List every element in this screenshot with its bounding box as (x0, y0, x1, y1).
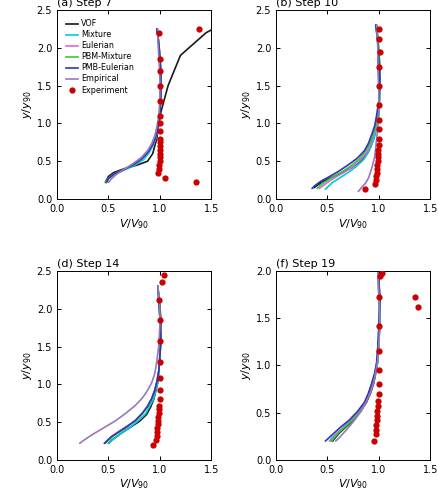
Y-axis label: $y/y_{90}$: $y/y_{90}$ (238, 90, 252, 119)
X-axis label: $V/V_{90}$: $V/V_{90}$ (119, 478, 149, 492)
Legend: VOF, Mixture, Eulerian, PBM-Mixture, PMB-Eulerian, Empirical, Experiment: VOF, Mixture, Eulerian, PBM-Mixture, PMB… (64, 18, 135, 96)
X-axis label: $V/V_{90}$: $V/V_{90}$ (337, 216, 367, 230)
Y-axis label: $y/y_{90}$: $y/y_{90}$ (238, 351, 252, 380)
Y-axis label: $y/y_{90}$: $y/y_{90}$ (20, 351, 34, 380)
Text: (d) Step 14: (d) Step 14 (57, 259, 119, 269)
Y-axis label: $y/y_{90}$: $y/y_{90}$ (20, 90, 34, 119)
Text: (b) Step 10: (b) Step 10 (276, 0, 337, 8)
Text: (f) Step 19: (f) Step 19 (276, 259, 335, 269)
Text: (a) Step 7: (a) Step 7 (57, 0, 112, 8)
X-axis label: $V/V_{90}$: $V/V_{90}$ (119, 216, 149, 230)
X-axis label: $V/V_{90}$: $V/V_{90}$ (337, 478, 367, 492)
